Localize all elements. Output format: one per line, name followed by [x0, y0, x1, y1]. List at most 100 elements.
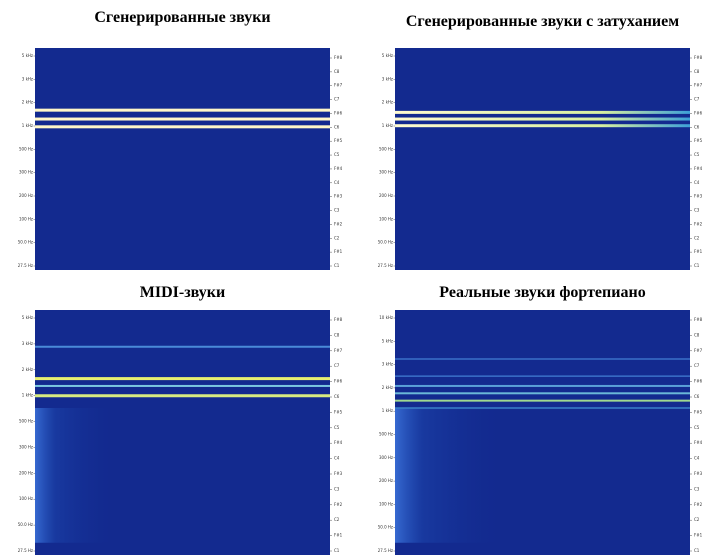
- frequency-label: 500 Hz: [19, 146, 33, 151]
- frequency-label: 300 Hz: [19, 170, 33, 175]
- frequency-label: 1 kHz: [382, 408, 393, 413]
- note-label: C1: [334, 548, 340, 553]
- note-label: C8: [334, 332, 340, 337]
- note-label: F#7: [334, 83, 343, 88]
- note-label: F#7: [334, 348, 343, 353]
- frequency-label: 3 kHz: [22, 76, 33, 81]
- note-label: C5: [694, 152, 700, 157]
- frequency-label: 1 kHz: [382, 123, 393, 128]
- frequency-label: 27.5 Hz: [378, 548, 393, 553]
- harmonic-line: [35, 125, 330, 128]
- frequency-label: 100 Hz: [19, 496, 33, 501]
- harmonic-line: [395, 385, 690, 387]
- spectrogram: [395, 48, 690, 270]
- frequency-label: 300 Hz: [19, 444, 33, 449]
- harmonic-line: [35, 394, 330, 397]
- frequency-label: 200 Hz: [379, 478, 393, 483]
- harmonic-line: [395, 375, 690, 377]
- frequency-label: 10 kHz: [379, 315, 393, 320]
- note-label: C4: [334, 456, 340, 461]
- note-label: C5: [334, 152, 340, 157]
- frequency-label: 5 kHz: [382, 53, 393, 58]
- note-label: F#2: [694, 221, 703, 226]
- note-label: C7: [334, 97, 340, 102]
- note-label: C2: [694, 517, 700, 522]
- note-label: F#6: [694, 110, 703, 115]
- frequency-label: 500 Hz: [379, 146, 393, 151]
- harmonic-line: [395, 407, 690, 409]
- frequency-label: 300 Hz: [379, 170, 393, 175]
- harmonic-line: [35, 377, 330, 380]
- harmonic-line: [35, 346, 330, 348]
- harmonic-line: [35, 109, 330, 112]
- note-label: F#3: [334, 194, 343, 199]
- note-label: C5: [694, 425, 700, 430]
- note-label: C6: [334, 394, 340, 399]
- note-label: F#5: [694, 409, 703, 414]
- harmonic-line: [395, 118, 690, 121]
- frequency-label: 100 Hz: [379, 501, 393, 506]
- note-label: C4: [334, 180, 340, 185]
- note-label: F#6: [334, 110, 343, 115]
- frequency-label: 300 Hz: [379, 455, 393, 460]
- note-label: C8: [334, 69, 340, 74]
- note-label: C3: [694, 208, 700, 213]
- note-label: F#5: [694, 138, 703, 143]
- note-label: F#2: [334, 221, 343, 226]
- note-label: F#3: [694, 194, 703, 199]
- frequency-label: 1 kHz: [22, 123, 33, 128]
- note-label: F#3: [334, 471, 343, 476]
- frequency-label: 5 kHz: [22, 315, 33, 320]
- frequency-label: 50.0 Hz: [18, 240, 33, 245]
- note-label: C6: [694, 394, 700, 399]
- frequency-label: 500 Hz: [379, 432, 393, 437]
- note-label: F#4: [334, 440, 343, 445]
- frequency-label: 5 kHz: [22, 53, 33, 58]
- frequency-label: 27.5 Hz: [18, 548, 33, 553]
- frequency-label: 2 kHz: [382, 385, 393, 390]
- note-label: C2: [694, 235, 700, 240]
- frequency-label: 27.5 Hz: [18, 263, 33, 268]
- note-label: C3: [334, 486, 340, 491]
- frequency-label: 5 kHz: [382, 338, 393, 343]
- frequency-label: 50.0 Hz: [378, 525, 393, 530]
- note-label: F#8: [334, 317, 343, 322]
- note-label: F#5: [334, 138, 343, 143]
- harmonic-line: [35, 118, 330, 121]
- frequency-label: 1 kHz: [22, 393, 33, 398]
- note-label: F#3: [694, 471, 703, 476]
- spectrogram: [35, 48, 330, 270]
- frequency-label: 27.5 Hz: [378, 263, 393, 268]
- note-label: C7: [334, 363, 340, 368]
- note-label: C2: [334, 517, 340, 522]
- note-label: F#5: [334, 409, 343, 414]
- frequency-label: 2 kHz: [22, 367, 33, 372]
- note-label: F#2: [334, 502, 343, 507]
- note-label: C8: [694, 69, 700, 74]
- frequency-label: 100 Hz: [19, 216, 33, 221]
- note-label: C4: [694, 456, 700, 461]
- frequency-label: 500 Hz: [19, 419, 33, 424]
- panel-title: Сгенерированные звуки с затуханием: [406, 13, 679, 30]
- note-label: F#1: [334, 249, 343, 254]
- note-label: F#8: [334, 55, 343, 60]
- frequency-label: 200 Hz: [19, 470, 33, 475]
- harmonic-line: [395, 124, 690, 127]
- note-label: C5: [334, 425, 340, 430]
- panel-title: Реальные звуки фортепиано: [439, 284, 645, 301]
- note-label: C3: [694, 486, 700, 491]
- figure: Сгенерированные звуки5 kHz3 kHz2 kHz1 kH…: [0, 0, 704, 558]
- note-label: F#2: [694, 502, 703, 507]
- frequency-label: 50.0 Hz: [378, 240, 393, 245]
- note-label: C1: [694, 263, 700, 268]
- note-label: F#1: [694, 249, 703, 254]
- frequency-label: 3 kHz: [22, 341, 33, 346]
- note-label: F#4: [694, 440, 703, 445]
- note-label: F#1: [334, 533, 343, 538]
- note-label: C1: [334, 263, 340, 268]
- note-label: F#1: [694, 533, 703, 538]
- harmonic-line: [395, 358, 690, 360]
- note-label: F#4: [694, 166, 703, 171]
- note-label: F#4: [334, 166, 343, 171]
- harmonic-line: [395, 400, 690, 402]
